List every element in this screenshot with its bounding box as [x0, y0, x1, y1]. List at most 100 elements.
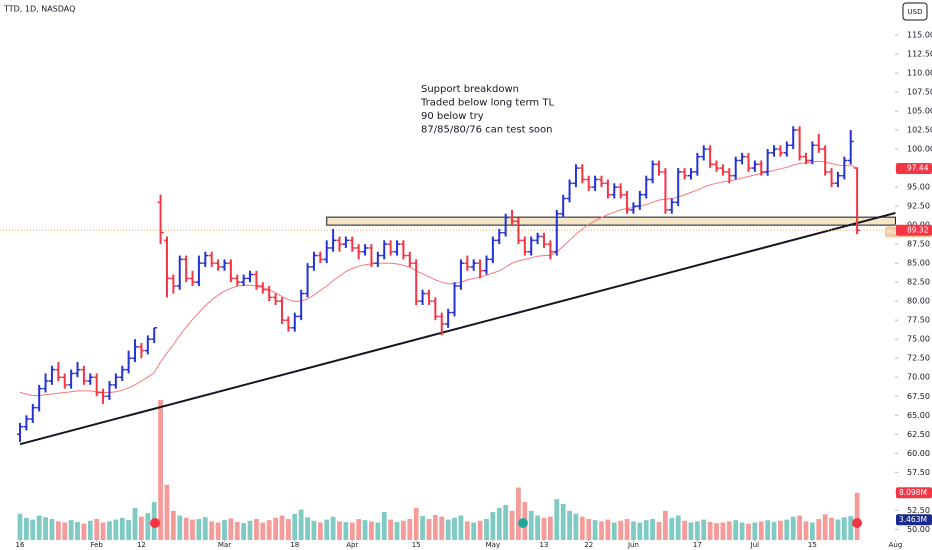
volume-bar	[516, 487, 521, 540]
volume-bar	[599, 521, 604, 540]
annotation: 90 below try	[421, 111, 484, 122]
volume-bar	[803, 521, 809, 540]
ma-badge: 97.44	[907, 164, 929, 173]
volume-bar	[663, 510, 668, 540]
volume-bar	[720, 522, 726, 540]
y-tick-label: 82.50	[907, 278, 930, 287]
volume-bar	[784, 519, 790, 540]
volume-bar	[841, 517, 847, 540]
x-tick-label: Jul	[750, 541, 760, 549]
volume-bar	[509, 510, 515, 540]
volume-bar	[528, 510, 534, 540]
volume-badge: 3.463M	[899, 515, 927, 524]
volume-bar	[177, 515, 183, 540]
volume-bar	[190, 519, 195, 540]
y-tick-label: 75.00	[907, 335, 930, 344]
y-tick-label: 72.50	[907, 354, 930, 363]
volume-bar	[292, 513, 298, 540]
y-tick-label: 77.50	[907, 316, 930, 325]
news-icon[interactable]	[852, 518, 862, 528]
volume-bar	[611, 522, 617, 540]
volume-bar	[317, 522, 323, 540]
volume-bar	[637, 522, 643, 540]
volume-bar	[586, 519, 592, 540]
volume-bar	[43, 517, 48, 540]
volume-bar	[305, 517, 310, 540]
currency-box[interactable]	[902, 2, 928, 21]
annotation: Traded below long term TL	[420, 98, 554, 109]
volume-bar	[656, 521, 662, 540]
y-tick-label: 50.00	[907, 525, 930, 534]
volume-bar	[848, 516, 854, 540]
x-tick-label: Aug	[889, 541, 903, 549]
volume-bar	[164, 484, 170, 540]
volume-bar	[816, 519, 822, 540]
volume-bar	[285, 519, 291, 540]
volume-bar	[650, 519, 656, 540]
volume-bar	[132, 507, 138, 540]
volume-bar	[100, 522, 106, 540]
volume-bar	[854, 492, 860, 540]
y-tick-label: 80.00	[907, 297, 930, 306]
volume-bar	[484, 519, 489, 540]
volume-bar	[94, 519, 100, 540]
volume-bar	[688, 522, 694, 540]
volume-bar	[573, 513, 579, 540]
volume-bar	[330, 516, 336, 540]
x-tick-label: Feb	[90, 541, 103, 549]
volume-bar	[567, 510, 572, 540]
last-price-badge: 89.32	[907, 225, 929, 234]
volume-bar	[394, 521, 400, 540]
volume-bar	[113, 519, 119, 540]
volume-bar	[714, 523, 719, 540]
volume-bar	[733, 520, 739, 540]
y-tick-label: 110.00	[907, 69, 932, 78]
volume-bar	[30, 519, 36, 540]
y-tick-label: 62.50	[907, 430, 930, 439]
volume-bar	[362, 520, 368, 540]
volume-bar	[771, 521, 777, 540]
annotation: Support breakdown	[421, 84, 519, 95]
volume-bar	[477, 520, 483, 540]
volume-bar	[694, 521, 700, 540]
volume-bar	[55, 521, 61, 540]
volume-bar	[81, 523, 87, 540]
volume-bar	[75, 521, 80, 540]
volume-badge-box	[896, 514, 932, 526]
earnings-icon[interactable]	[518, 518, 528, 528]
x-tick-label: 15	[412, 541, 421, 549]
volume-bar	[337, 521, 342, 540]
volume-bar	[579, 516, 585, 540]
volume-bar	[356, 519, 362, 540]
volume-bar	[458, 515, 464, 540]
x-tick-label: 17	[693, 541, 702, 549]
volume-bar	[215, 522, 221, 540]
volume-badge: 8.098M	[899, 488, 927, 497]
volume-bar	[496, 507, 502, 540]
volume-bar	[375, 522, 381, 540]
volume-bar	[407, 519, 413, 540]
volume-bar	[701, 519, 707, 540]
last-price-badge-box	[896, 224, 932, 236]
x-tick-label: Mar	[218, 541, 231, 549]
volume-bar	[273, 517, 279, 540]
volume-bar	[822, 514, 828, 540]
volume-bar	[234, 521, 240, 540]
volume-bar	[739, 522, 745, 540]
volume-bar	[324, 519, 330, 540]
volume-bar	[413, 507, 419, 540]
volume-bar	[349, 522, 355, 540]
y-tick-label: 60.00	[907, 449, 930, 458]
volume-bar	[707, 521, 713, 540]
volume-bar	[139, 516, 144, 540]
volume-bar	[228, 518, 234, 540]
moving-average	[19, 160, 858, 396]
volume-bar	[835, 519, 841, 540]
x-tick-label: 15	[808, 541, 817, 549]
volume-layer	[17, 400, 860, 540]
volume-bar	[241, 523, 247, 540]
earnings-icon[interactable]	[150, 518, 160, 528]
